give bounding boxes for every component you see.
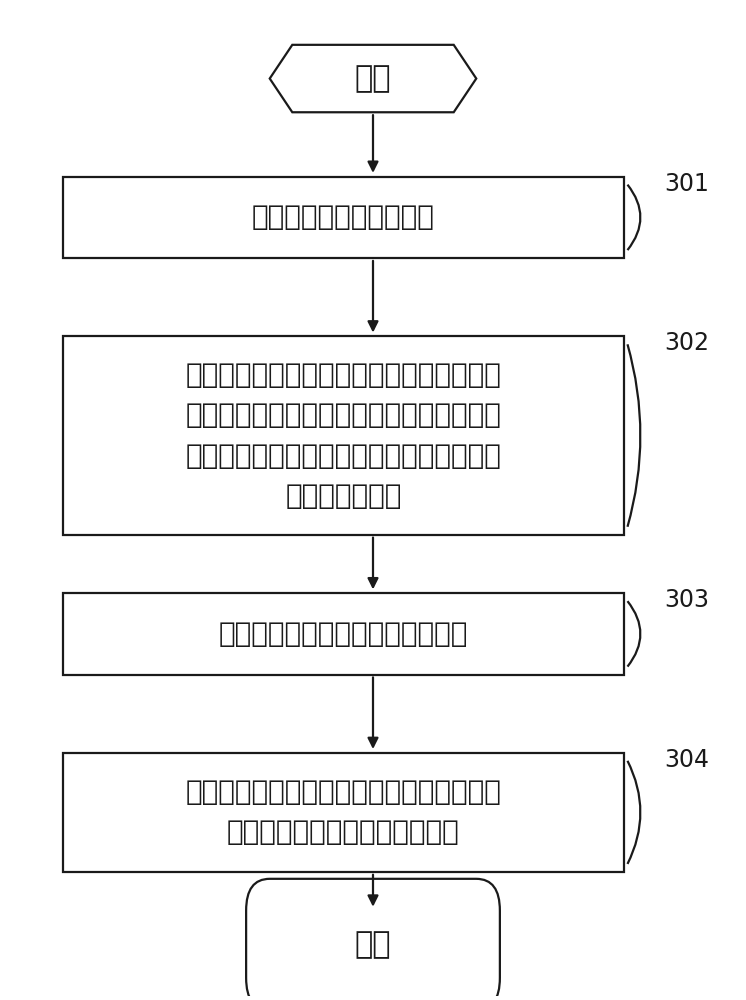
Bar (63, 336, 624, 535)
Bar (63, 177, 624, 258)
Text: 302: 302 (665, 331, 709, 355)
Text: 301: 301 (665, 172, 709, 196)
Text: 获取驱动信号的基频信号: 获取驱动信号的基频信号 (252, 203, 435, 231)
Text: 304: 304 (665, 748, 709, 772)
Text: 过滤所述抗干扰信号中的直流信号: 过滤所述抗干扰信号中的直流信号 (219, 620, 468, 648)
Text: 303: 303 (665, 588, 709, 612)
Bar (63, 593, 624, 675)
Text: 将所述干扰信号与所述移动终端的通信信号
共同输出，以消除所述干扰信号: 将所述干扰信号与所述移动终端的通信信号 共同输出，以消除所述干扰信号 (186, 778, 501, 846)
FancyBboxPatch shape (246, 879, 500, 1000)
Text: 基于所述基频信号，获取一与所述基频信号
倍频后产生的干扰信号相位相反的抗干扰信
号，其中，所述干扰信号为所述基频信号倍
频后的谐波分量: 基于所述基频信号，获取一与所述基频信号 倍频后产生的干扰信号相位相反的抗干扰信 … (186, 361, 501, 510)
Text: 开始: 开始 (355, 64, 391, 93)
Text: 结束: 结束 (355, 930, 391, 959)
Bar (63, 753, 624, 872)
Polygon shape (270, 45, 476, 112)
